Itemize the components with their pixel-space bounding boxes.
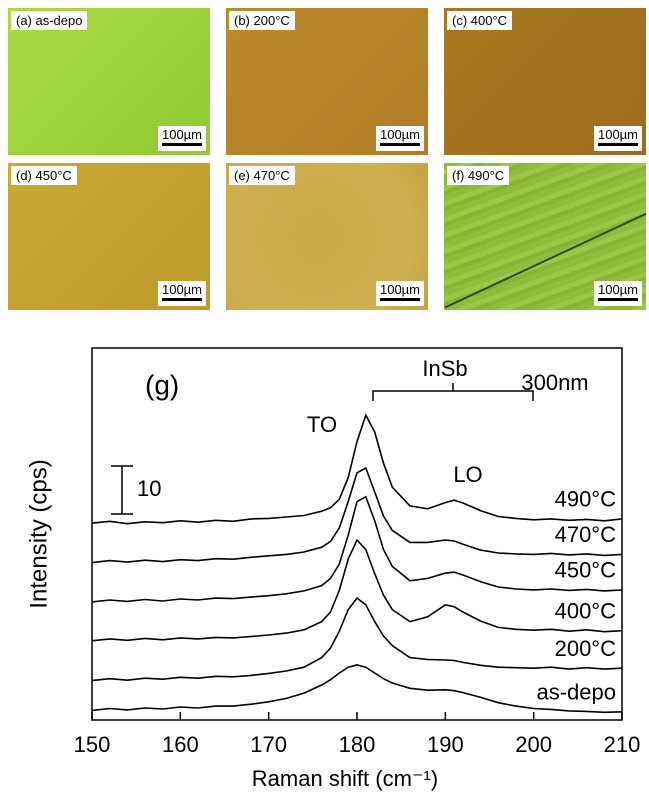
micrograph: (d) 450°C 100µm — [8, 163, 210, 310]
scale-label: 100µm — [597, 282, 638, 297]
series-label: 200°C — [555, 636, 617, 661]
x-axis-title: Raman shift (cm⁻¹) — [252, 766, 438, 791]
scale-bar: 100µm — [375, 126, 424, 151]
panel-label: (d) 450°C — [11, 166, 77, 185]
x-tick-label: 210 — [604, 732, 641, 757]
to-label: TO — [307, 412, 337, 437]
scale-line — [597, 298, 638, 301]
lo-label: LO — [453, 462, 482, 487]
micrograph: (a) as-depo 100µm — [8, 8, 210, 155]
series-label: as-depo — [536, 680, 616, 705]
spectrum-line — [91, 663, 623, 714]
x-tick-label: 170 — [250, 732, 287, 757]
scale-label: 100µm — [379, 282, 420, 297]
panel-label: (a) as-depo — [11, 11, 88, 30]
scale-line — [379, 143, 420, 146]
series-label: 490°C — [555, 487, 617, 512]
series-label: 450°C — [555, 558, 617, 583]
scale-label: 100µm — [161, 282, 202, 297]
panel-label: (e) 470°C — [229, 166, 295, 185]
scale-bar: 100µm — [157, 281, 206, 306]
insb-label: InSb — [422, 356, 467, 381]
spectrum-line — [91, 466, 623, 564]
x-tick-label: 180 — [339, 732, 376, 757]
scale-bar-label: 10 — [137, 476, 161, 501]
x-tick-label: 150 — [74, 732, 111, 757]
scale-line — [161, 298, 202, 301]
panel-label: (b) 200°C — [229, 11, 295, 30]
scale-line — [161, 143, 202, 146]
scale-label: 100µm — [379, 127, 420, 142]
x-tick-label: 190 — [427, 732, 464, 757]
panel-label: (c) 400°C — [447, 11, 513, 30]
micrograph: (e) 470°C 100µm — [226, 163, 428, 310]
series-label: 470°C — [555, 522, 617, 547]
scale-bar: 100µm — [375, 281, 424, 306]
insb-bracket — [372, 383, 534, 401]
scale-bar: 100µm — [157, 126, 206, 151]
series-label: 400°C — [555, 599, 617, 624]
spectrum-line — [91, 495, 623, 603]
panel-label: (f) 490°C — [447, 166, 510, 185]
scale-label: 100µm — [161, 127, 202, 142]
micrograph: (b) 200°C 100µm — [226, 8, 428, 155]
scale-bar: 100µm — [593, 126, 642, 151]
scale-line — [597, 143, 638, 146]
panel-label: (g) — [145, 369, 179, 400]
spectrum-line — [91, 538, 623, 642]
scale-label: 100µm — [597, 127, 638, 142]
micrograph: (c) 400°C 100µm — [444, 8, 646, 155]
spectrum-line — [91, 413, 623, 525]
micrograph: (f) 490°C 100µm — [444, 163, 646, 310]
x-tick-label: 160 — [162, 732, 199, 757]
scale-bar: 100µm — [593, 281, 642, 306]
x-tick-label: 200 — [515, 732, 552, 757]
spectrum-line — [91, 596, 623, 682]
scale-line — [379, 298, 420, 301]
y-axis-title: Intensity (cps) — [25, 459, 52, 608]
